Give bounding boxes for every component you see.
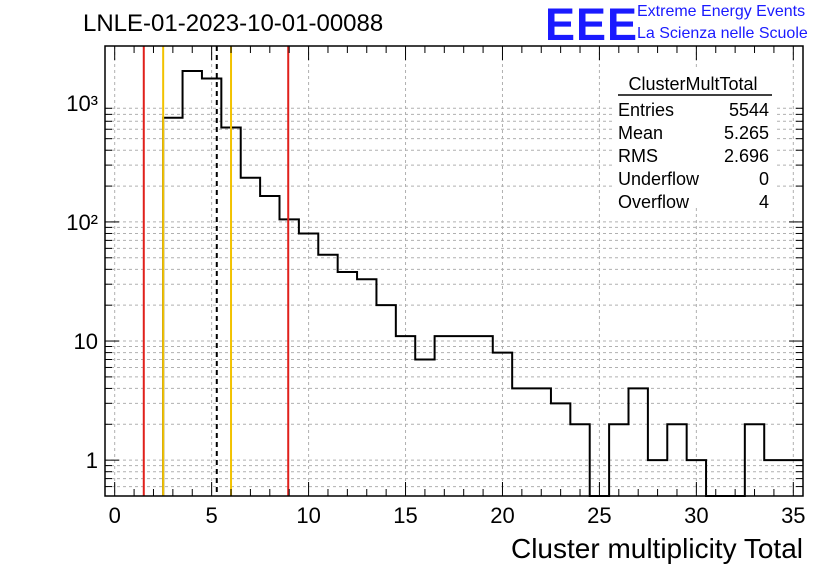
histogram-bin-0 <box>163 118 182 496</box>
histogram-bin-16 <box>473 336 492 496</box>
x-tick-label-4: 20 <box>490 503 514 528</box>
stats-label-4: Overflow <box>618 192 690 212</box>
x-tick-label-0: 0 <box>109 503 121 528</box>
stats-label-0: Entries <box>618 100 674 120</box>
stats-label-3: Underflow <box>618 169 700 189</box>
histogram-bin-13 <box>415 359 434 496</box>
histogram-bin-26 <box>667 424 686 496</box>
y-tick-label-0: 1 <box>86 448 98 473</box>
x-tick-label-2: 10 <box>296 503 320 528</box>
stats-value-4: 4 <box>759 192 769 212</box>
histogram-bin-14 <box>435 336 454 496</box>
x-tick-label-6: 30 <box>684 503 708 528</box>
y-tick-label-1: 10 <box>74 329 98 354</box>
histogram-bin-8 <box>318 255 337 496</box>
stats-label-2: RMS <box>618 146 658 166</box>
stats-box <box>612 70 774 208</box>
x-tick-label-3: 15 <box>393 503 417 528</box>
x-tick-label-7: 35 <box>781 503 805 528</box>
histogram-bin-24 <box>629 388 648 496</box>
histogram-bin-19 <box>532 388 551 496</box>
stats-value-3: 0 <box>759 169 769 189</box>
histogram-bin-18 <box>512 388 531 496</box>
histogram-bin-20 <box>551 403 570 496</box>
x-axis-label: Cluster multiplicity Total <box>510 533 803 564</box>
histogram-outline <box>162 70 803 497</box>
logo-subtitle-line1: Extreme Energy Events <box>637 3 806 20</box>
histogram-bin-4 <box>241 178 260 496</box>
histogram-bin-12 <box>396 336 415 496</box>
histogram-bin-9 <box>338 272 357 496</box>
y-tick-label-2: 10² <box>66 210 98 235</box>
stats-title: ClusterMultTotal <box>628 74 757 94</box>
stats-value-2: 2.696 <box>724 146 769 166</box>
histogram-bin-7 <box>299 233 318 496</box>
histogram-bin-1 <box>183 71 202 496</box>
stats-value-0: 5544 <box>729 100 769 120</box>
eee-logo: EEE <box>545 0 639 50</box>
stats-value-1: 5.265 <box>724 123 769 143</box>
histogram-bin-30 <box>745 424 764 496</box>
histogram-bin-11 <box>376 305 395 496</box>
stats-label-1: Mean <box>618 123 663 143</box>
plot-frame <box>104 45 804 497</box>
logo-subtitle-line2: La Scienza nelle Scuole <box>637 25 808 42</box>
histogram-bin-5 <box>260 196 279 496</box>
y-tick-label-3: 10³ <box>66 91 98 116</box>
histogram-bin-23 <box>609 424 628 496</box>
chart-title: LNLE-01-2023-10-01-00088 <box>83 10 384 37</box>
histogram-bin-2 <box>202 79 221 496</box>
histogram-bin-10 <box>357 279 376 496</box>
histogram-bin-17 <box>493 353 512 496</box>
histogram-bin-15 <box>454 336 473 496</box>
x-tick-label-1: 5 <box>206 503 218 528</box>
histogram-bin-21 <box>570 424 589 496</box>
x-tick-label-5: 25 <box>587 503 611 528</box>
